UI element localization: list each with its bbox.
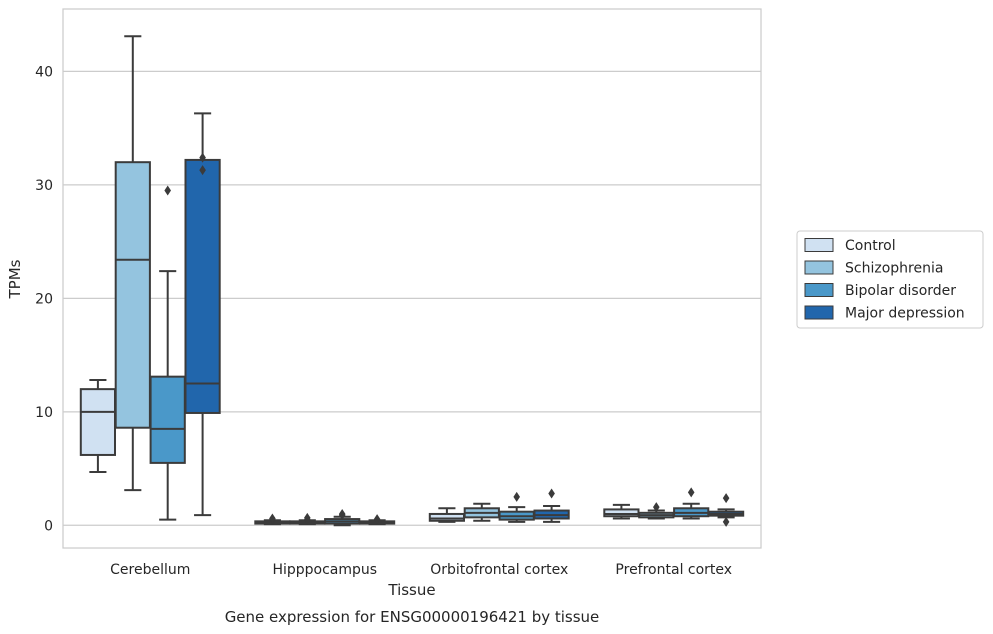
box-group — [289, 512, 326, 526]
outlier-point — [548, 488, 555, 499]
x-axis-label: Tissue — [387, 581, 435, 599]
box-body — [79, 388, 117, 456]
y-tick-label: 40 — [35, 64, 53, 80]
outlier-point — [722, 493, 730, 504]
legend: Control Schizophrenia Bipolar disorder Majo… — [796, 230, 984, 329]
outlier-point — [722, 516, 730, 527]
x-tick-label: Hipppocampus — [272, 562, 377, 578]
box-group — [114, 35, 151, 492]
outlier-point — [687, 487, 695, 498]
outlier-point — [199, 152, 206, 163]
box-group — [707, 493, 745, 527]
outlier-point — [304, 512, 311, 523]
y-tick-label: 0 — [44, 518, 53, 534]
box-group — [498, 491, 535, 523]
x-tick-label: Prefrontal cortex — [615, 562, 732, 578]
legend-swatch — [804, 238, 834, 252]
outlier-point — [513, 491, 520, 502]
box-group — [254, 513, 291, 526]
y-tick-label: 30 — [35, 178, 53, 194]
legend-label: Control — [845, 238, 896, 254]
box-group — [533, 488, 570, 523]
box-group — [358, 514, 396, 526]
legend-label: Schizophrenia — [845, 261, 943, 277]
legend-label: Bipolar disorder — [845, 283, 956, 299]
chart-caption: Gene expression for ENSG00000196421 by t… — [225, 608, 600, 626]
legend-swatch — [804, 305, 834, 320]
x-tick-label: Orbitofrontal cortex — [430, 562, 568, 578]
box-group — [79, 379, 117, 473]
legend-swatch — [804, 260, 834, 275]
legend-frame — [796, 230, 984, 329]
box-body — [149, 375, 186, 464]
outlier-point — [164, 185, 171, 196]
box-group — [673, 487, 710, 520]
box-body — [184, 158, 221, 414]
box-group — [184, 112, 221, 517]
legend-swatch — [804, 283, 834, 297]
box-group — [149, 185, 186, 521]
box-body — [114, 161, 151, 429]
outlier-point — [373, 514, 381, 525]
box-body — [603, 508, 640, 518]
box-body — [428, 512, 466, 522]
y-tick-label: 10 — [35, 405, 53, 421]
y-axis-label: TPMs — [6, 259, 24, 299]
boxes — [79, 35, 745, 527]
outlier-point — [199, 165, 206, 176]
x-tick-labels: Cerebellum Hipppocampus Orbitofrontal cort… — [110, 562, 732, 578]
outlier-point — [338, 508, 346, 519]
y-tick-labels: 0 10 20 30 40 — [35, 64, 53, 534]
legend-label: Major depression — [845, 306, 965, 322]
box-group — [463, 502, 500, 522]
outlier-point — [653, 502, 660, 513]
x-tick-label: Cerebellum — [110, 562, 190, 578]
y-tick-label: 20 — [35, 291, 53, 307]
outlier-point — [269, 513, 276, 524]
